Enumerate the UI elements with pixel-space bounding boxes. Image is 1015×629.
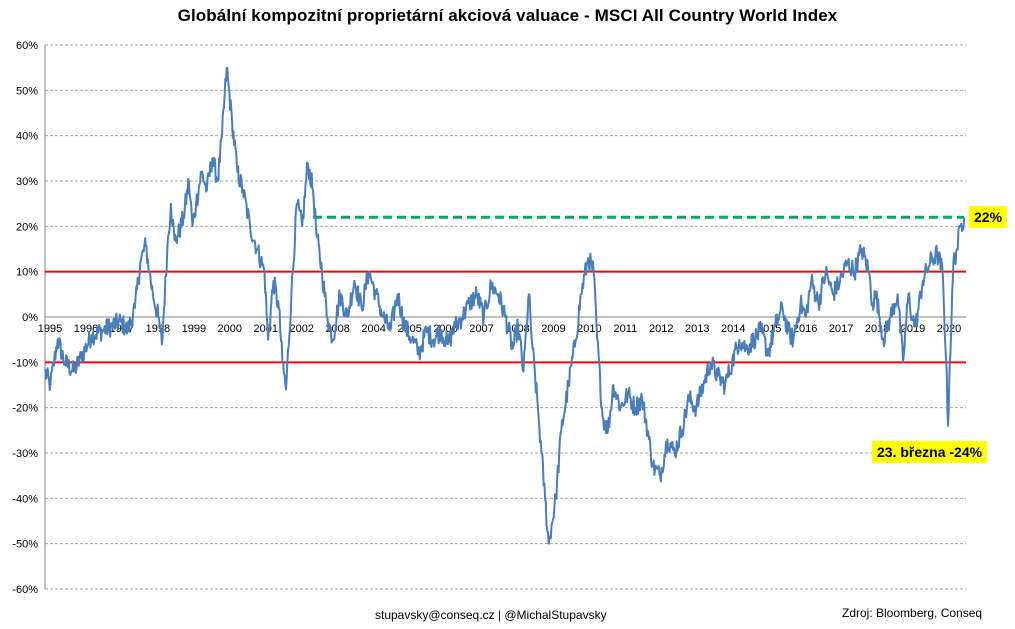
x-tick-label: 2001 — [254, 323, 278, 335]
x-tick-label: 2002 — [289, 323, 313, 335]
valuation-series-line — [44, 66, 966, 545]
x-tick-label: 2014 — [721, 323, 745, 335]
x-tick-label: 1998 — [146, 323, 170, 335]
x-tick-label: 1999 — [182, 323, 206, 335]
x-tick-label: 2016 — [793, 323, 817, 335]
y-tick-label: 20% — [16, 221, 38, 233]
x-tick-label: 1995 — [38, 323, 62, 335]
x-tick-label: 2010 — [577, 323, 601, 335]
y-tick-label: 30% — [16, 176, 38, 188]
footer-contact: stupavsky@conseq.cz | @MichalStupavsky — [375, 608, 607, 622]
y-tick-label: -50% — [12, 539, 38, 551]
reference-lines — [45, 215, 966, 364]
x-tick-label: 2011 — [614, 323, 638, 335]
footer-source: Zdroj: Bloomberg, Conseq — [842, 606, 983, 620]
x-tick-label: 2018 — [865, 323, 889, 335]
chart-title: Globální kompozitní proprietární akciová… — [177, 6, 838, 25]
x-tick-label: 1996 — [74, 323, 98, 335]
y-tick-label: 60% — [16, 40, 38, 52]
y-tick-label: -30% — [12, 448, 38, 460]
x-tick-label: 2007 — [469, 323, 493, 335]
y-tick-label: -60% — [12, 584, 38, 596]
y-axis-ticks: 60% 50% 40% 30% 20% 10% 0% -10% -20% -30% -40% -50%… — [12, 40, 38, 596]
y-tick-label: -40% — [12, 493, 38, 505]
y-tick-label: 0% — [22, 312, 38, 324]
x-axis-ticks: 1995 1996 1997 1998 1999 2000 2001 2002 2008 2004… — [38, 316, 966, 335]
x-tick-label: 2000 — [218, 323, 242, 335]
x-tick-label: 2012 — [649, 323, 673, 335]
series-layer — [44, 66, 966, 545]
y-tick-label: 50% — [16, 85, 38, 97]
x-tick-label: 2017 — [829, 323, 853, 335]
x-tick-label: 2020 — [937, 323, 961, 335]
y-tick-label: -20% — [12, 403, 38, 415]
x-tick-label: 2013 — [685, 323, 709, 335]
x-tick-label: 2005 — [397, 323, 421, 335]
annotation-current-valuation: 22% — [969, 206, 1008, 229]
y-tick-label: -10% — [12, 357, 38, 369]
y-tick-label: 40% — [16, 131, 38, 143]
y-tick-label: 10% — [16, 267, 38, 279]
x-tick-label: 2004 — [361, 323, 385, 335]
annotation-march-low: 23. března -24% — [872, 441, 988, 463]
x-tick-label: 2009 — [541, 323, 565, 335]
